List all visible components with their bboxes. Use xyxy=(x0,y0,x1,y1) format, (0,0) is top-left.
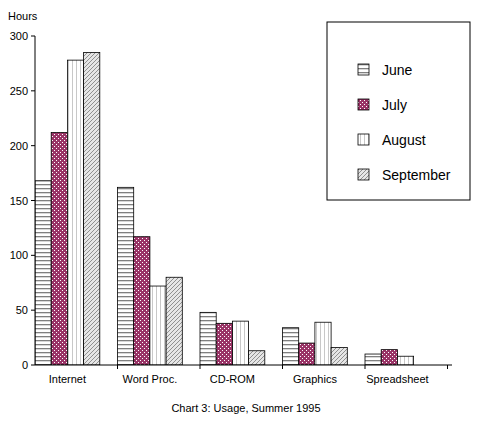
x-tick xyxy=(200,365,201,369)
bar xyxy=(118,187,134,365)
y-tick-label: 0 xyxy=(22,359,28,371)
bar xyxy=(331,347,347,365)
bar xyxy=(381,350,397,365)
bar xyxy=(134,237,150,365)
y-axis-label: Hours xyxy=(8,10,38,22)
bar xyxy=(299,343,315,365)
bar xyxy=(249,351,265,365)
chart-root: 0 50 100 150 200 250 300 Internet Word Proc. CD-R… xyxy=(0,0,493,434)
y-tick xyxy=(31,255,35,256)
legend-box xyxy=(327,22,470,200)
bar xyxy=(232,321,248,365)
bar xyxy=(84,52,100,365)
bar xyxy=(150,286,166,365)
bar xyxy=(283,328,299,365)
y-tick xyxy=(31,90,35,91)
bar xyxy=(315,322,331,365)
legend-label: August xyxy=(382,132,426,148)
y-tick-label: 150 xyxy=(10,195,28,207)
y-tick xyxy=(31,310,35,311)
bar xyxy=(200,312,216,365)
x-tick-label: Internet xyxy=(49,373,86,385)
legend-swatch xyxy=(358,134,369,145)
y-tick xyxy=(31,145,35,146)
x-tick-label: Word Proc. xyxy=(122,373,177,385)
bar xyxy=(216,323,232,365)
legend-label: July xyxy=(382,97,407,113)
x-axis xyxy=(35,365,452,366)
y-tick-label: 250 xyxy=(10,85,28,97)
x-tick xyxy=(365,365,366,369)
chart-title: Chart 3: Usage, Summer 1995 xyxy=(171,402,320,414)
bar xyxy=(67,60,83,365)
x-tick-label: Spreadsheet xyxy=(366,373,428,385)
y-tick-label: 200 xyxy=(10,140,28,152)
bar xyxy=(166,277,182,365)
y-tick xyxy=(31,200,35,201)
legend: June July August September xyxy=(327,22,470,200)
legend-label: June xyxy=(382,62,413,78)
y-tick-label: 100 xyxy=(10,249,28,261)
y-tick xyxy=(31,365,35,366)
bar xyxy=(397,356,413,365)
bar xyxy=(51,133,67,365)
bar xyxy=(365,354,381,365)
y-tick xyxy=(31,36,35,37)
y-tick-label: 50 xyxy=(16,304,28,316)
x-tick-label: Graphics xyxy=(293,373,338,385)
x-tick xyxy=(117,365,118,369)
legend-swatch xyxy=(358,169,369,180)
bar xyxy=(35,181,51,365)
x-tick xyxy=(447,365,448,369)
chart-svg: 0 50 100 150 200 250 300 Internet Word Proc. CD-R… xyxy=(0,0,493,434)
x-tick-label: CD-ROM xyxy=(210,373,255,385)
legend-label: September xyxy=(382,167,451,183)
legend-swatch xyxy=(358,64,369,75)
y-tick-label: 300 xyxy=(10,30,28,42)
legend-swatch xyxy=(358,99,369,110)
x-tick xyxy=(282,365,283,369)
